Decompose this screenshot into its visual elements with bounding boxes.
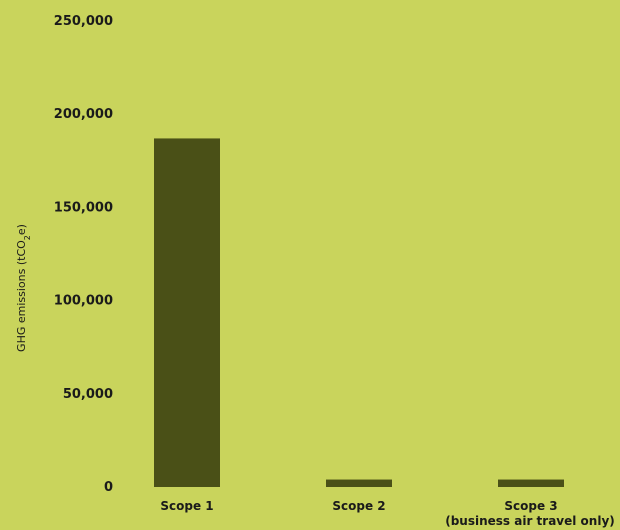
x-tick-label: Scope 2 [332, 499, 385, 513]
bar-scope-3 [498, 479, 564, 487]
y-tick-label: 50,000 [63, 387, 113, 402]
y-axis-label: GHG emissions (tCO2e) [15, 224, 32, 352]
bar-scope-1 [154, 138, 220, 487]
bar-scope-2 [326, 479, 392, 487]
y-tick-label: 150,000 [54, 200, 113, 215]
x-tick-label: Scope 3 [504, 499, 557, 513]
y-axis-ticks: 0 50,000 100,000 150,000 200,000 250,000 [54, 14, 113, 495]
y-tick-label: 100,000 [54, 294, 113, 309]
y-tick-label: 0 [104, 480, 113, 495]
bars [154, 138, 564, 487]
y-tick-label: 250,000 [54, 14, 113, 29]
y-tick-label: 200,000 [54, 107, 113, 122]
x-tick-label: Scope 1 [160, 499, 213, 513]
x-tick-sublabel: (business air travel only) [445, 514, 615, 528]
x-axis-labels: Scope 1 Scope 2 Scope 3(business air trave… [160, 499, 614, 528]
